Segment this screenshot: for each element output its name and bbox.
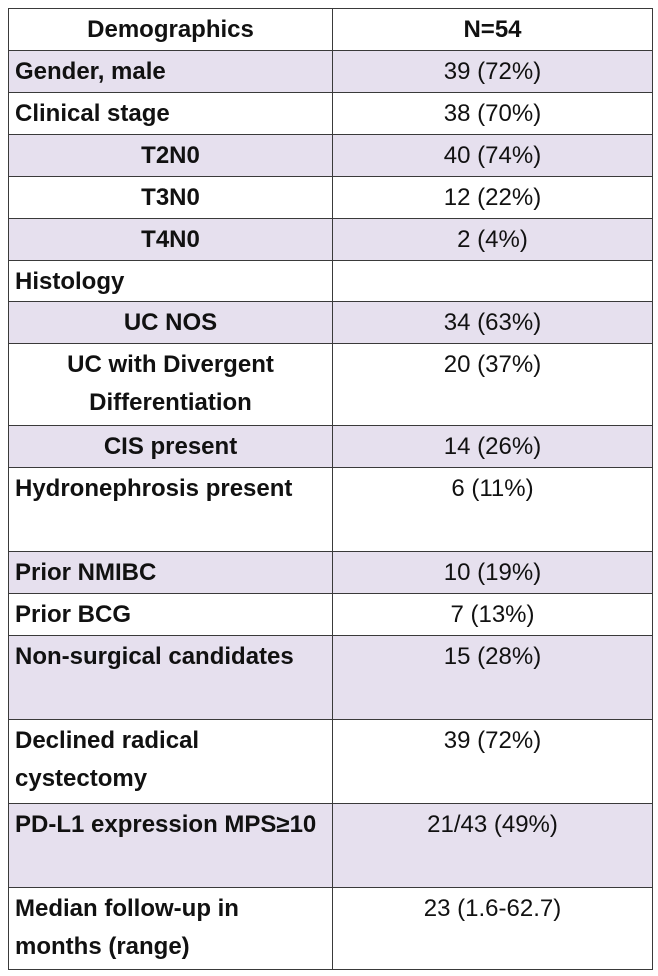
header-cell: N=54 xyxy=(332,8,653,51)
table-row: Histology xyxy=(8,260,653,302)
row-value xyxy=(332,260,653,302)
demographics-table: Demographics N=54 Gender, male 39 (72%) Cl… xyxy=(8,8,653,970)
row-label: T3N0 xyxy=(8,176,333,219)
row-value: 12 (22%) xyxy=(332,176,653,219)
table-row: T4N0 2 (4%) xyxy=(8,218,653,261)
row-value: 34 (63%) xyxy=(332,301,653,344)
row-label: PD-L1 expression MPS≥10 xyxy=(8,803,333,888)
table-row: PD-L1 expression MPS≥10 21/43 (49%) xyxy=(8,803,653,888)
row-label: T4N0 xyxy=(8,218,333,261)
row-value: 21/43 (49%) xyxy=(332,803,653,888)
row-value: 14 (26%) xyxy=(332,425,653,468)
header-row: Demographics N=54 xyxy=(8,8,653,51)
table-body: Gender, male 39 (72%) Clinical stage 38 (70… xyxy=(8,50,653,970)
table-row: Gender, male 39 (72%) xyxy=(8,50,653,93)
row-label: Median follow-up in months (range) xyxy=(8,887,333,970)
table-row: UC with Divergent Differentiation 20 (37%… xyxy=(8,343,653,426)
table-row: Hydronephrosis present 6 (11%) xyxy=(8,467,653,552)
row-label: T2N0 xyxy=(8,134,333,177)
row-value: 7 (13%) xyxy=(332,593,653,636)
row-label: Hydronephrosis present xyxy=(8,467,333,552)
row-value: 39 (72%) xyxy=(332,719,653,804)
row-value: 38 (70%) xyxy=(332,92,653,135)
row-label: UC NOS xyxy=(8,301,333,344)
row-value: 23 (1.6-62.7) xyxy=(332,887,653,970)
row-value: 10 (19%) xyxy=(332,551,653,594)
table-row: CIS present 14 (26%) xyxy=(8,425,653,468)
row-label: Gender, male xyxy=(8,50,333,93)
table-row: Declined radical cystectomy 39 (72%) xyxy=(8,719,653,804)
table-row: T2N0 40 (74%) xyxy=(8,134,653,177)
row-label: Prior NMIBC xyxy=(8,551,333,594)
row-label: Declined radical cystectomy xyxy=(8,719,333,804)
row-label: Clinical stage xyxy=(8,92,333,135)
row-value: 40 (74%) xyxy=(332,134,653,177)
table-row: Prior NMIBC 10 (19%) xyxy=(8,551,653,594)
row-label: Non-surgical candidates xyxy=(8,635,333,720)
table-row: Non-surgical candidates 15 (28%) xyxy=(8,635,653,720)
row-value: 2 (4%) xyxy=(332,218,653,261)
row-label: CIS present xyxy=(8,425,333,468)
row-value: 39 (72%) xyxy=(332,50,653,93)
table-row: UC NOS 34 (63%) xyxy=(8,301,653,344)
table-row: Median follow-up in months (range) 23 (1.… xyxy=(8,887,653,970)
header-cell: Demographics xyxy=(8,8,333,51)
table-row: Prior BCG 7 (13%) xyxy=(8,593,653,636)
row-label: Histology xyxy=(8,260,333,302)
row-label: UC with Divergent Differentiation xyxy=(8,343,333,426)
row-value: 15 (28%) xyxy=(332,635,653,720)
row-label: Prior BCG xyxy=(8,593,333,636)
table-row: Clinical stage 38 (70%) xyxy=(8,92,653,135)
row-value: 6 (11%) xyxy=(332,467,653,552)
table-row: T3N0 12 (22%) xyxy=(8,176,653,219)
row-value: 20 (37%) xyxy=(332,343,653,426)
